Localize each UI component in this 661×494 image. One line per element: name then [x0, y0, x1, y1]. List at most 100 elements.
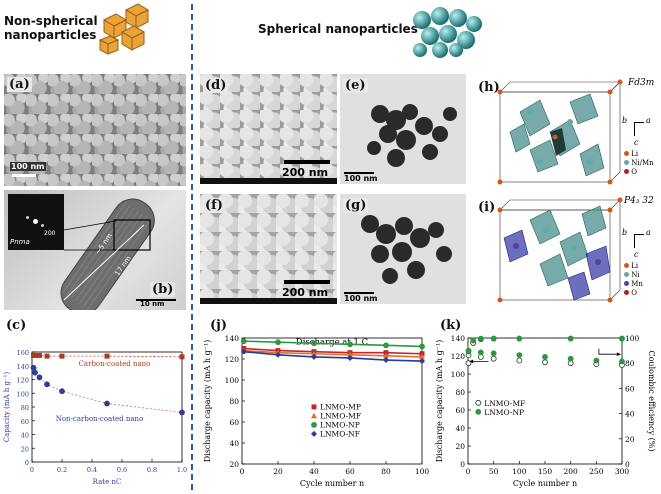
legend-i-li: Li — [624, 262, 643, 271]
axis-label-a-i: a — [646, 228, 651, 237]
sem-image-a: (a) 100 nm — [4, 74, 186, 186]
point-ce-lnmo-mf — [465, 360, 472, 367]
x-tick-label: 1.0 — [177, 466, 187, 474]
y-tick-label: 0 — [460, 460, 465, 469]
axis-label-b-i: b — [622, 228, 628, 237]
x-axis-label: Cycle number n — [513, 479, 577, 488]
axis-label-c-h: c — [634, 138, 639, 147]
info-bar-d — [200, 178, 337, 184]
y2-tick-label: 20 — [625, 435, 635, 444]
section-divider — [191, 4, 193, 490]
x-tick-label: 100 — [415, 467, 430, 476]
axes-i: b a c — [622, 228, 656, 262]
y-tick-label: 80 — [21, 404, 29, 412]
point-noncarbon — [30, 364, 37, 371]
panel-label-i: (i) — [478, 200, 496, 215]
point-lnmo-np — [593, 357, 600, 364]
left-header: Non-spherical nanoparticles — [4, 14, 98, 42]
legend-h-o: O — [624, 168, 654, 177]
scale-bar-f — [284, 280, 330, 284]
point-carbon — [179, 354, 185, 360]
point-lnmo-mf — [542, 359, 548, 366]
point-noncarbon — [36, 374, 43, 381]
fft-inset: 200 Pnma — [8, 194, 64, 250]
legend-label-lnmo-mf: LNMO-MF — [484, 399, 525, 408]
y-tick-label: 40 — [229, 439, 239, 448]
arrow-left-head — [469, 359, 474, 364]
point-carbon — [59, 353, 65, 359]
scale-label-d: 200 nm — [282, 166, 329, 179]
x-tick-label: 0 — [240, 467, 245, 476]
tem-image-g: (g) 100 nm — [340, 194, 466, 304]
point-noncarbon — [104, 400, 110, 407]
x-tick-label: 40 — [309, 467, 319, 476]
point-lnmo-np — [619, 358, 625, 365]
y-tick-label: 120 — [225, 355, 240, 364]
crystal-structure-i — [497, 197, 623, 303]
point-lnmo-mf — [490, 355, 497, 362]
x-tick-label: 0.4 — [87, 466, 97, 474]
legend-i-mn: Mn — [624, 280, 643, 289]
panel-label-e: (e) — [343, 78, 368, 93]
x-tick-label: 100 — [512, 467, 527, 476]
y-tick-label: 20 — [229, 460, 239, 469]
scale-bar-e — [344, 172, 374, 174]
tem-image-e: (e) 100 nm — [340, 74, 466, 184]
point-lnmo-np — [490, 350, 497, 357]
y-tick-label: 140 — [451, 334, 466, 343]
point-noncarbon — [59, 388, 65, 395]
y-tick-label: 120 — [17, 377, 29, 385]
point-lnmo-np — [275, 339, 281, 346]
space-group-h: Fd3m — [628, 78, 655, 88]
point-lnmo-np — [477, 349, 484, 356]
left-header-line-1: Non-spherical — [4, 14, 98, 28]
axis-label-a-h: a — [646, 116, 651, 125]
y2-tick-label: 60 — [625, 384, 635, 393]
y-tick-label: 40 — [21, 432, 29, 440]
y-tick-label: 100 — [451, 370, 466, 379]
legend-label-lnmo-np: LNMO-NP — [484, 408, 524, 417]
point-lnmo-mp — [383, 350, 389, 356]
x-tick-label: 200 — [564, 467, 579, 476]
y-tick-label: 140 — [17, 363, 29, 371]
point-carbon — [37, 352, 42, 358]
plot-frame — [31, 351, 183, 463]
legend-label-lnmo-nf: LNMO-NF — [320, 429, 360, 438]
legend-h: Li Ni/Mn O — [624, 150, 654, 177]
point-lnmo-nf — [240, 348, 247, 355]
x-tick-label: 150 — [538, 467, 553, 476]
y-axis-label: Discharge capacity (mA h g⁻¹) — [435, 340, 444, 463]
point-lnmo-np — [542, 353, 548, 360]
legend-marker-lnmo-mp — [311, 404, 317, 410]
annotation-noncarbon: Non-carbon-coated nano — [56, 415, 144, 423]
y-axis-label: Discharge capacity (mA h g⁻¹) — [203, 340, 212, 463]
y-tick-label: 80 — [229, 397, 239, 406]
scale-bar-a — [12, 174, 36, 177]
right-header: Spherical nanoparticles — [258, 22, 418, 36]
point-ce-lnmo-np — [465, 347, 472, 354]
point-lnmo-np — [383, 342, 389, 349]
y2-tick-label: 80 — [625, 359, 635, 368]
scale-label-b: 10 nm — [140, 300, 165, 308]
space-group-i: P4₃ 32 — [624, 196, 654, 206]
nanoparticle-spheres-illustration — [413, 7, 482, 58]
panel-label-j: (j) — [210, 318, 228, 333]
point-lnmo-mf — [419, 353, 425, 360]
x-tick-label: 250 — [589, 467, 604, 476]
point-lnmo-mf — [347, 351, 353, 358]
scale-label-e: 100 nm — [344, 174, 378, 183]
x-tick-label: 0 — [466, 467, 471, 476]
panel-label-d: (d) — [203, 78, 229, 93]
scale-bar-b — [136, 299, 176, 301]
scale-label-g: 100 nm — [344, 294, 378, 303]
axis-label-c-i: c — [634, 250, 639, 259]
panel-label-h: (h) — [478, 80, 500, 95]
y-tick-label: 40 — [455, 424, 465, 433]
point-ce-lnmo-np — [567, 335, 574, 342]
point-ce-lnmo-np — [477, 335, 484, 342]
point-lnmo-np — [240, 338, 247, 345]
sem-image-d: (d) 200 nm — [200, 74, 337, 184]
legend-marker-lnmo-np — [311, 422, 317, 428]
y-tick-label: 20 — [21, 445, 29, 453]
